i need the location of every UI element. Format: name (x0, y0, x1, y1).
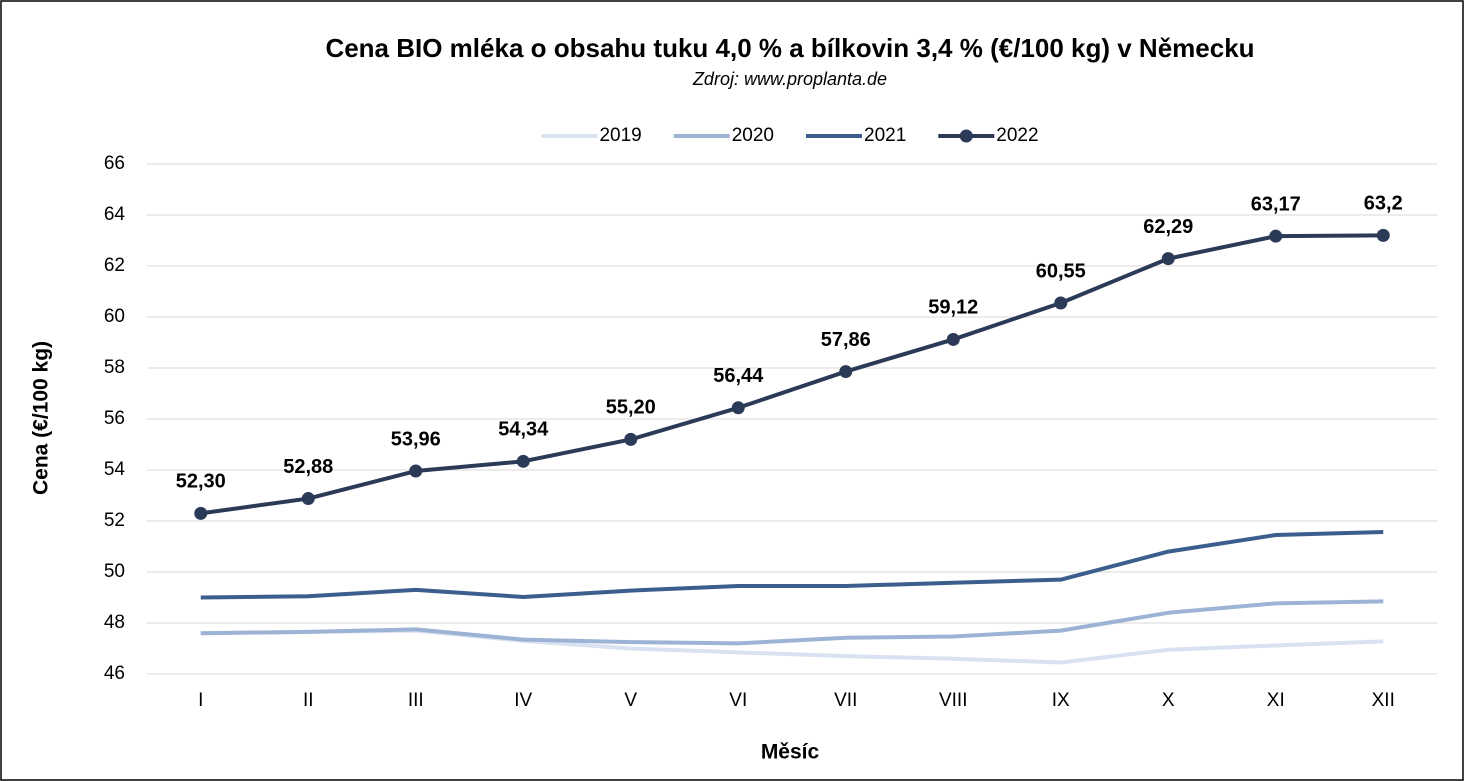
y-tick-label: 56 (104, 408, 125, 429)
series-line (200, 233, 1384, 516)
y-tick-label: 60 (104, 306, 125, 327)
x-axis-title: Měsíc (761, 741, 820, 764)
chart-title: Cena BIO mléka o obsahu tuku 4,0 % a bíl… (325, 33, 1254, 63)
y-axis-title: Cena (€/100 kg) (30, 341, 53, 495)
data-label: 57,86 (821, 329, 871, 351)
legend-marker (959, 129, 973, 143)
data-label: 63,17 (1251, 193, 1301, 215)
legend-label: 2021 (864, 125, 906, 146)
data-point (1269, 229, 1283, 243)
data-point (516, 454, 530, 468)
x-tick-label: XII (1372, 690, 1395, 711)
data-label: 54,34 (498, 419, 549, 441)
legend: 2019 2020 2021 2022 (541, 125, 1039, 146)
y-tick-label: 64 (104, 204, 126, 225)
data-label: 52,30 (176, 471, 226, 493)
y-tick-label: 58 (104, 357, 125, 378)
data-point (731, 401, 745, 415)
x-tick-label: IV (514, 690, 532, 711)
data-label: 55,20 (606, 397, 656, 419)
x-tick-label: VII (834, 690, 857, 711)
x-tick-label: V (624, 690, 637, 711)
data-point (409, 464, 423, 478)
data-point (194, 506, 208, 520)
legend-item: 2022 (938, 125, 1039, 146)
y-tick-label: 46 (104, 663, 125, 684)
legend-item: 2019 (541, 125, 642, 146)
x-tick-label: III (408, 690, 424, 711)
data-point (1161, 252, 1175, 266)
y-tick-label: 62 (104, 255, 125, 276)
data-label: 63,2 (1364, 193, 1403, 215)
x-tick-label: IX (1052, 690, 1070, 711)
y-tick-label: 50 (104, 561, 125, 582)
series-line (200, 599, 1384, 646)
x-tick-label: VIII (939, 690, 968, 711)
data-point (624, 432, 638, 446)
x-tick-label: X (1162, 690, 1175, 711)
data-point (1054, 296, 1068, 310)
data-point (1376, 228, 1390, 242)
chart-subtitle: Zdroj: www.proplanta.de (692, 69, 887, 89)
data-label: 56,44 (713, 365, 764, 387)
y-tick-label: 48 (104, 612, 125, 633)
y-tick-label: 54 (104, 459, 126, 480)
legend-item: 2020 (673, 125, 774, 146)
data-point (301, 492, 315, 506)
x-tick-label: XI (1267, 690, 1285, 711)
legend-label: 2022 (996, 125, 1038, 146)
data-label: 52,88 (283, 456, 333, 478)
data-point (946, 332, 960, 346)
legend-label: 2020 (732, 125, 774, 146)
x-tick-label: VI (729, 690, 747, 711)
x-tick-label: II (303, 690, 314, 711)
legend-item: 2021 (806, 125, 906, 146)
data-label: 59,12 (928, 297, 978, 319)
data-label: 60,55 (1036, 260, 1086, 282)
x-tick-label: I (198, 690, 203, 711)
data-label: 62,29 (1143, 216, 1193, 238)
legend-label: 2019 (599, 125, 641, 146)
y-tick-label: 52 (104, 510, 125, 531)
data-label: 53,96 (391, 428, 441, 450)
data-point (839, 365, 853, 379)
y-tick-label: 66 (104, 153, 125, 174)
series-line (200, 529, 1384, 600)
